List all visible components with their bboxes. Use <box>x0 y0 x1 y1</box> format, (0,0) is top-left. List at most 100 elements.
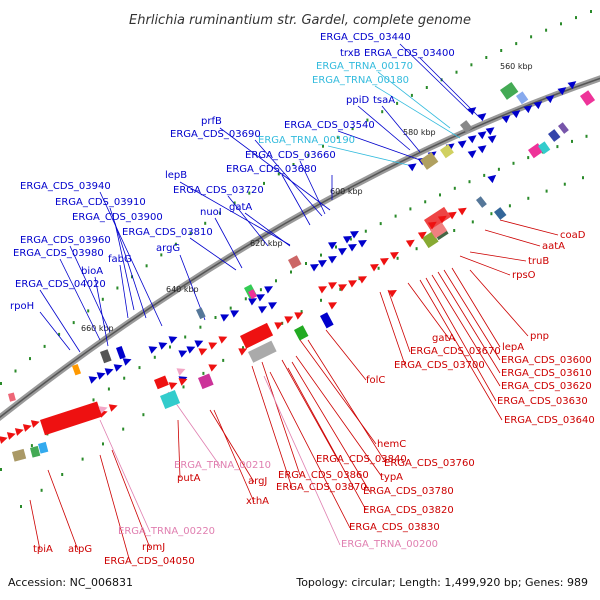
gene-label: ERGA_CDS_03700 <box>394 360 485 371</box>
kbp-tick-label: 660 kbp <box>81 324 114 333</box>
gene-label: ERGA_CDS_03400 <box>364 48 455 59</box>
leader-line <box>254 139 323 217</box>
gene-arrow-head <box>348 280 358 288</box>
tick-dot <box>102 442 104 446</box>
tick-dot <box>122 427 125 431</box>
gene-arrow <box>148 346 158 354</box>
tick-dot <box>116 286 119 290</box>
tick-dot <box>131 275 133 279</box>
gene-box-rect <box>516 91 529 105</box>
gene-label: ppiD <box>346 95 369 106</box>
gene-box-rect <box>154 375 169 390</box>
gene-arrow-head <box>467 135 477 144</box>
gene-arrow <box>328 242 337 250</box>
gene-arrow <box>230 310 240 318</box>
gene-box <box>320 312 334 329</box>
gene-arrow <box>501 115 511 124</box>
gene-box <box>558 122 569 134</box>
tick-dot <box>20 505 22 508</box>
gene-box-rect <box>248 289 258 300</box>
gene-box-rect <box>494 207 507 220</box>
gene-arrow <box>487 135 497 144</box>
gene-arrow <box>208 342 218 350</box>
gene-label: lepB <box>165 170 187 181</box>
tick-dot <box>107 387 110 391</box>
gene-arrow <box>487 174 497 184</box>
leader-line <box>299 339 377 445</box>
gene-arrow <box>545 95 555 104</box>
tick-dot <box>500 49 503 52</box>
gene-arrow <box>198 348 208 356</box>
gene-arrow <box>447 211 457 220</box>
gene-label: ERGA_CDS_03940 <box>20 181 111 192</box>
gene-label: atpG <box>68 544 92 555</box>
tick-dot <box>233 201 236 205</box>
gene-arrow <box>358 240 367 248</box>
gene-arrow-head <box>405 239 415 248</box>
gene-arrow-head <box>390 252 399 260</box>
gene-arrow <box>533 101 543 110</box>
tick-dot <box>184 335 187 339</box>
gene-box-rect <box>548 129 561 142</box>
leader-line <box>325 329 367 381</box>
kbp-tick-label: 580 kbp <box>403 128 436 137</box>
gene-label: ERGA_CDS_03820 <box>363 505 454 516</box>
gene-label: tsaA <box>373 95 395 106</box>
gene-label: ERGA_CDS_03660 <box>245 150 336 161</box>
tick-dot <box>101 297 104 301</box>
gene-arrow <box>567 81 577 90</box>
tick-dot <box>424 200 427 204</box>
leader-line <box>213 409 255 503</box>
leader-line <box>269 371 351 529</box>
gene-arrow <box>405 239 415 248</box>
gene-label: bioA <box>81 266 103 277</box>
gene-arrow-head <box>467 150 477 159</box>
gene-arrow-head <box>256 294 266 302</box>
leader-line <box>499 219 559 236</box>
gene-box-rect <box>100 349 112 364</box>
gene-box <box>460 120 473 133</box>
gene-arrow <box>417 231 427 240</box>
gene-label: tpiA <box>33 544 53 555</box>
gene-arrow-head <box>388 290 397 298</box>
gene-label: argG <box>156 243 180 254</box>
gene-box <box>116 345 126 360</box>
tick-dot <box>527 156 530 160</box>
tick-dot <box>0 382 2 385</box>
leader-line <box>189 237 237 271</box>
gene-box-rect <box>160 390 181 409</box>
gene-box <box>12 448 27 462</box>
gene-label: ERGA_CDS_03640 <box>504 415 595 426</box>
gene-arrow-head <box>238 348 248 356</box>
gene-arrow-head <box>427 221 437 230</box>
tick-dot <box>92 398 95 402</box>
tick-dot <box>483 173 486 177</box>
tick-dot <box>189 232 192 236</box>
gene-arrow-head <box>14 428 24 436</box>
tick-dot <box>320 298 322 302</box>
tick-dot <box>58 332 61 336</box>
gene-arrow <box>467 150 477 159</box>
gene-arrow-head <box>264 286 274 294</box>
gene-label: rpsO <box>512 270 536 281</box>
gene-arrow-head <box>122 358 132 366</box>
gene-arrow-head <box>178 378 188 386</box>
gene-arrow <box>186 346 196 354</box>
tick-dot <box>582 176 584 180</box>
gene-arrow-head <box>348 244 357 252</box>
leader-line <box>337 130 421 161</box>
leader-line <box>459 255 511 276</box>
leader-line <box>287 367 367 511</box>
gene-box-rect <box>500 81 519 100</box>
gene-arrow <box>350 231 359 239</box>
gene-arrow <box>328 256 337 264</box>
tick-dots <box>0 10 592 508</box>
gene-arrow <box>258 306 268 314</box>
gene-arrow <box>318 286 328 294</box>
kbp-tick-label: 560 kbp <box>500 62 533 71</box>
gene-arrow <box>274 322 284 330</box>
leader-line <box>443 269 501 361</box>
tick-dot <box>381 110 384 114</box>
tick-dot <box>87 309 90 313</box>
gene-label: rpoH <box>10 301 34 312</box>
